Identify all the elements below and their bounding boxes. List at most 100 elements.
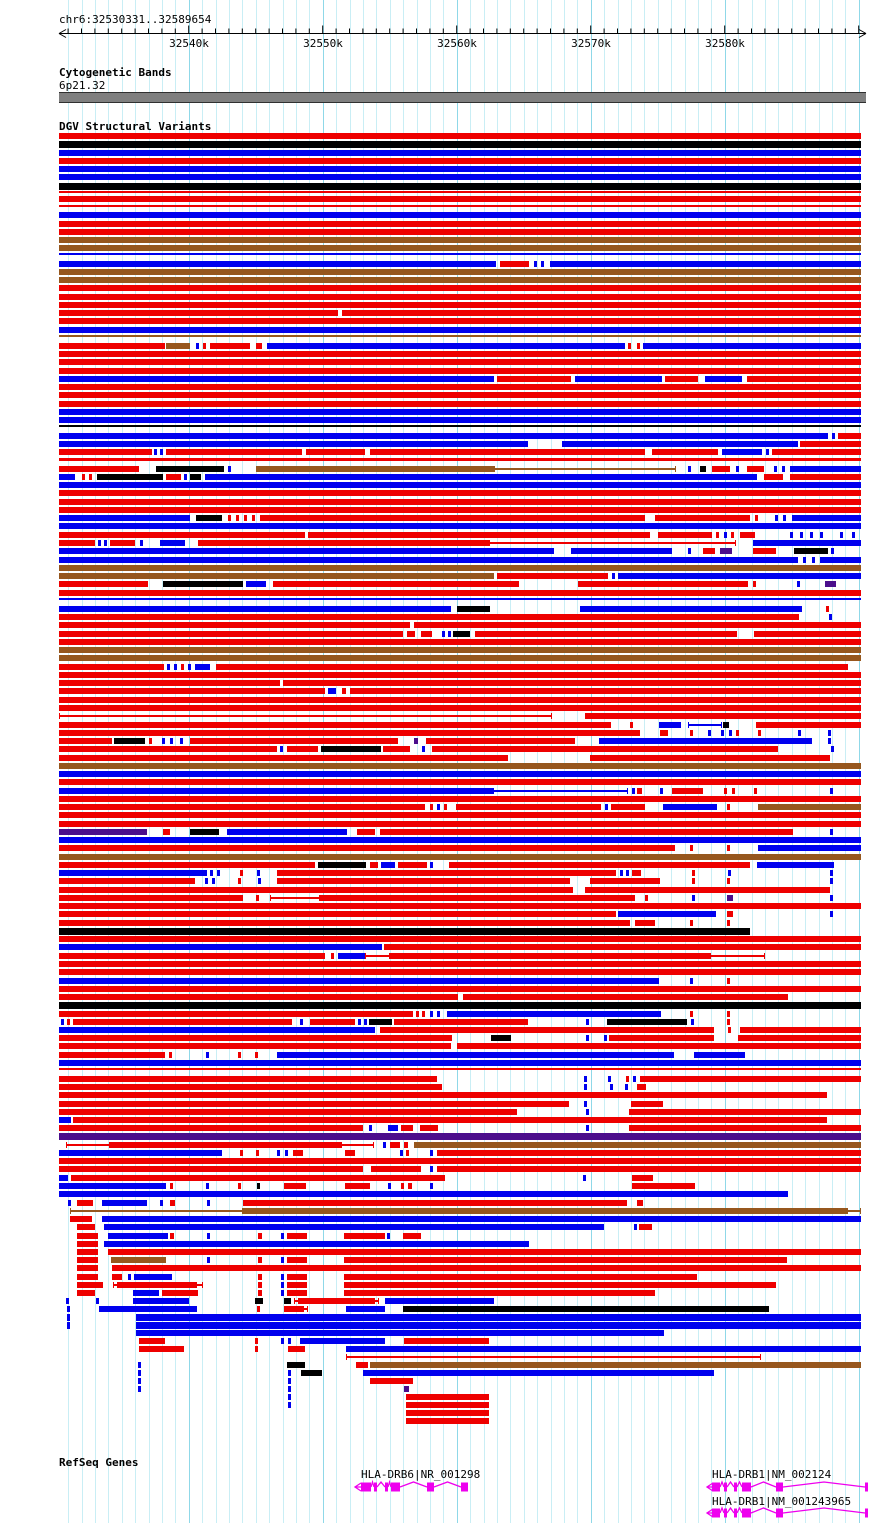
variant-bar[interactable] [754,788,757,794]
variant-bar[interactable] [281,1274,284,1280]
variant-bar[interactable] [758,845,861,851]
variant-bar[interactable] [497,573,608,579]
variant-bar[interactable] [491,1035,511,1041]
variant-bar[interactable] [398,862,427,868]
variant-whisker-line[interactable] [365,955,390,957]
variant-bar[interactable] [712,466,730,472]
variant-bar[interactable] [61,1019,64,1025]
variant-bar[interactable] [605,804,608,810]
variant-bar[interactable] [831,548,834,554]
variant-whisker-cap[interactable] [374,1298,375,1304]
variant-bar[interactable] [790,466,861,472]
variant-bar[interactable] [700,466,706,472]
variant-bar[interactable] [246,581,266,587]
variant-bar[interactable] [747,376,861,382]
variant-bar[interactable] [258,878,261,884]
variant-bar[interactable] [205,474,757,480]
variant-bar[interactable] [287,746,318,752]
variant-bar[interactable] [800,441,861,447]
variant-bar[interactable] [586,1125,589,1131]
variant-bar[interactable] [59,1183,166,1189]
variant-bar[interactable] [344,1257,787,1263]
variant-bar[interactable] [401,1125,413,1131]
variant-bar[interactable] [756,722,861,728]
variant-bar[interactable] [166,474,181,480]
variant-bar[interactable] [705,376,742,382]
variant-bar[interactable] [134,1274,172,1280]
variant-bar[interactable] [708,730,711,736]
variant-bar[interactable] [430,1011,433,1017]
variant-bar[interactable] [453,631,470,637]
variant-bar[interactable] [59,1101,569,1107]
variant-bar[interactable] [810,532,813,538]
variant-bar[interactable] [764,474,783,480]
variant-whisker-cap[interactable] [70,1208,71,1214]
variant-bar[interactable] [255,1338,258,1344]
variant-bar[interactable] [154,449,157,455]
variant-bar[interactable] [798,730,801,736]
variant-bar[interactable] [59,425,861,427]
variant-bar[interactable] [59,507,861,513]
variant-bar[interactable] [59,212,861,218]
variant-bar[interactable] [277,1052,674,1058]
variant-bar[interactable] [703,548,715,554]
variant-bar[interactable] [112,1265,861,1271]
variant-bar[interactable] [736,466,739,472]
variant-whisker-cap[interactable] [675,466,676,472]
variant-bar[interactable] [387,1233,390,1239]
variant-bar[interactable] [118,1282,196,1288]
variant-bar[interactable] [350,688,861,694]
variant-whisker-cap[interactable] [113,1282,114,1288]
variant-bar[interactable] [437,1150,861,1156]
variant-bar[interactable] [406,1150,409,1156]
variant-bar[interactable] [383,746,410,752]
variant-bar[interactable] [59,994,458,1000]
variant-bar[interactable] [632,870,641,876]
variant-bar[interactable] [724,788,727,794]
variant-bar[interactable] [840,532,843,538]
variant-bar[interactable] [59,590,861,596]
variant-bar[interactable] [720,548,732,554]
variant-bar[interactable] [110,540,135,546]
variant-bar[interactable] [344,1274,697,1280]
variant-bar[interactable] [724,532,727,538]
variant-bar[interactable] [59,174,861,180]
variant-whisker-cap[interactable] [688,722,689,728]
variant-bar[interactable] [364,1019,367,1025]
variant-bar[interactable] [59,1060,861,1066]
variant-bar[interactable] [633,1076,636,1082]
variant-bar[interactable] [163,829,170,835]
variant-bar[interactable] [59,746,277,752]
variant-bar[interactable] [344,1233,385,1239]
variant-bar[interactable] [59,738,112,744]
variant-bar[interactable] [59,523,861,529]
variant-bar[interactable] [59,1052,165,1058]
variant-bar[interactable] [195,664,210,670]
variant-bar[interactable] [59,664,164,670]
variant-bar[interactable] [166,449,302,455]
variant-bar[interactable] [256,895,259,901]
variant-bar[interactable] [59,540,95,546]
variant-bar[interactable] [256,343,262,349]
variant-bar[interactable] [212,878,215,884]
variant-whisker-cap[interactable] [109,1142,110,1148]
cytoband-bar[interactable] [59,92,866,103]
variant-bar[interactable] [96,1298,99,1304]
variant-whisker-cap[interactable] [319,895,320,901]
variant-bar[interactable] [77,1233,98,1239]
variant-bar[interactable] [550,261,861,267]
variant-bar[interactable] [830,829,833,835]
variant-bar[interactable] [690,845,693,851]
variant-whisker-cap[interactable] [307,1306,308,1312]
variant-bar[interactable] [59,401,861,407]
variant-bar[interactable] [59,928,750,935]
variant-bar[interactable] [766,449,769,455]
variant-bar[interactable] [571,548,672,554]
variant-whisker-line[interactable] [66,1144,110,1146]
variant-bar[interactable] [138,1386,141,1392]
variant-bar[interactable] [170,1233,174,1239]
gene-model[interactable] [352,1478,473,1496]
variant-bar[interactable] [59,953,325,959]
variant-bar[interactable] [345,1183,370,1189]
variant-bar[interactable] [586,1035,589,1041]
